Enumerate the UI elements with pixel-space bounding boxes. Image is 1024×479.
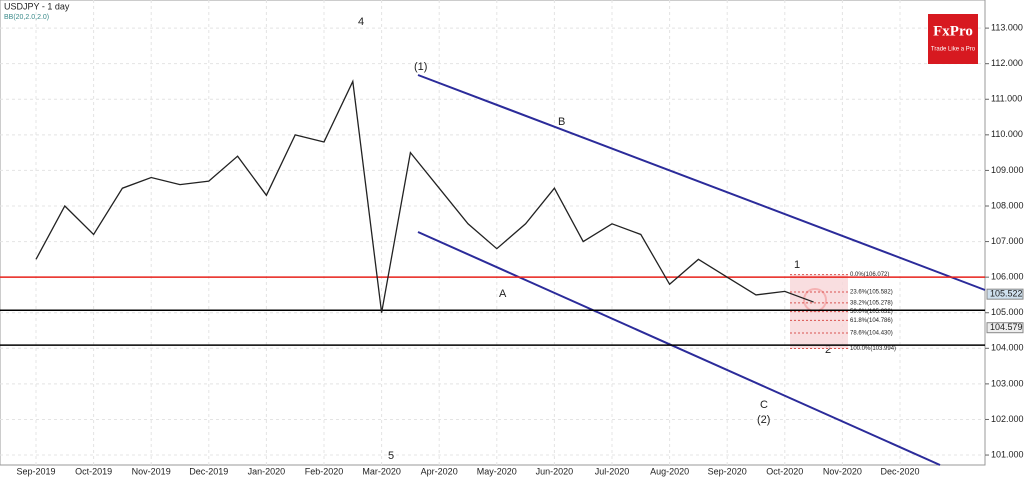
logo-box: [928, 14, 978, 64]
y-tick-label: 107.000: [991, 236, 1024, 246]
x-tick-label: Sep-2020: [708, 466, 747, 476]
y-tick-label: 110.000: [991, 129, 1023, 139]
plot-area: [0, 0, 986, 466]
fib-label: 61.8%(104.786): [850, 318, 893, 324]
x-tick-label: Nov-2019: [132, 466, 171, 476]
y-tick-label: 111.000: [991, 94, 1022, 104]
wave-label: A: [499, 288, 507, 300]
fib-label: 100.0%(103.994): [850, 346, 896, 352]
price-label: 105.522: [990, 289, 1023, 299]
wave-label: (1): [414, 61, 427, 73]
indicator-label: BB(20,2.0,2.0): [4, 14, 49, 21]
channel-lower: [417, 231, 941, 466]
wave-label: 4: [358, 16, 364, 28]
channel-upper: [417, 74, 986, 291]
fib-label: 78.6%(104.430): [850, 331, 893, 337]
x-tick-label: Feb-2020: [305, 466, 344, 476]
y-tick-label: 113.000: [991, 22, 1023, 32]
x-tick-label: Jul-2020: [595, 466, 630, 476]
y-tick-label: 101.000: [991, 449, 1024, 459]
fib-label: 50.0%(105.032): [850, 309, 893, 315]
x-tick-label: Jan-2020: [248, 466, 286, 476]
y-tick-label: 103.000: [991, 378, 1024, 388]
fib-label: 23.6%(105.582): [850, 290, 893, 296]
x-tick-label: Apr-2020: [421, 466, 458, 476]
logo-brand: FxPro: [933, 23, 973, 39]
wave-label: 2: [825, 344, 831, 356]
x-tick-label: Nov-2020: [823, 466, 862, 476]
x-tick-label: Sep-2019: [16, 466, 55, 476]
price-line: [35, 79, 814, 313]
wave-label: 5: [388, 450, 394, 462]
y-tick-label: 102.000: [991, 414, 1024, 424]
wave-label: 1: [794, 259, 800, 271]
y-tick-label: 104.000: [991, 343, 1024, 353]
x-tick-label: Oct-2019: [75, 466, 112, 476]
fib-label: 38.2%(105.278): [850, 300, 893, 306]
wave-label: C: [760, 399, 768, 411]
price-box: [986, 322, 1024, 334]
wave-label: B: [558, 116, 565, 128]
x-tick-label: Mar-2020: [362, 466, 401, 476]
x-tick-label: Dec-2019: [189, 466, 228, 476]
y-tick-label: 112.000: [991, 58, 1023, 68]
chart-title: USDJPY - 1 day: [4, 1, 70, 11]
x-tick-label: Dec-2020: [880, 466, 919, 476]
y-tick-label: 106.000: [991, 272, 1024, 282]
y-tick-label: 109.000: [991, 165, 1024, 175]
y-tick-label: 108.000: [991, 200, 1024, 210]
x-tick-label: Oct-2020: [766, 466, 803, 476]
x-tick-label: Aug-2020: [650, 466, 689, 476]
wave-label: (2): [757, 414, 770, 426]
fib-label: 0.0%(106.072): [850, 272, 889, 278]
price-box: [986, 288, 1024, 300]
x-tick-label: Jun-2020: [536, 466, 574, 476]
price-label: 104.579: [990, 322, 1023, 332]
logo-tagline: Trade Like a Pro: [931, 47, 976, 53]
y-tick-label: 105.000: [991, 307, 1024, 317]
x-tick-label: May-2020: [477, 466, 517, 476]
